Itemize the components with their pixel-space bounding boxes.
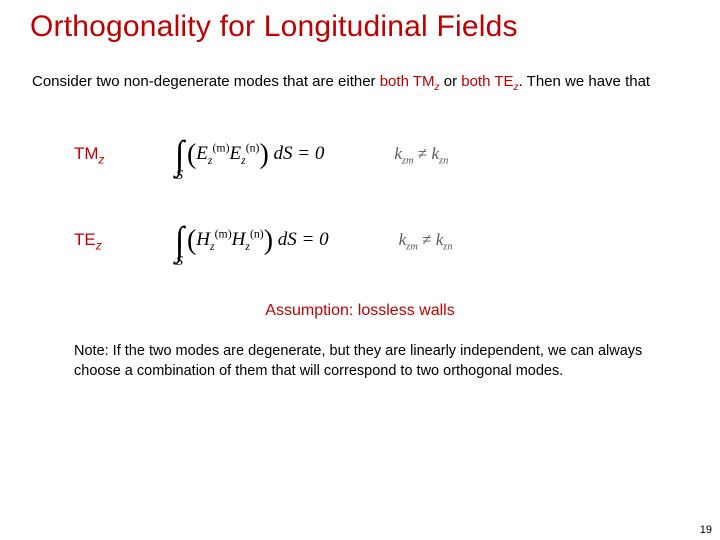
page-number: 19 — [700, 524, 712, 536]
te-lparen: ( — [187, 225, 196, 256]
te-row: TEz ∫ S (Hz(m)Hz(n)) dS = 0 kzm ≠ kzn — [30, 216, 690, 266]
tm-row: TMz ∫ S (Ez(m)Ez(n)) dS = 0 kzm ≠ kzn — [30, 130, 690, 180]
te-n: (n) — [250, 228, 264, 241]
tm-rparen: ) — [259, 139, 268, 170]
te-ne: ≠ — [418, 230, 436, 249]
intro-both-te: both TE — [461, 73, 513, 90]
tm-n: (n) — [246, 142, 260, 155]
te-label-text: TE — [74, 230, 96, 249]
tm-k2: k — [431, 144, 439, 163]
tm-E2: E — [230, 143, 242, 164]
tm-condition: kzm ≠ kzn — [394, 144, 448, 166]
tm-s2: zn — [439, 155, 448, 166]
tm-dS: dS = 0 — [269, 143, 325, 164]
te-H1: H — [196, 229, 210, 250]
slide: Orthogonality for Longitudinal Fields Co… — [0, 0, 720, 540]
tm-label: TMz — [74, 144, 134, 166]
te-s1: zm — [406, 241, 418, 252]
tm-s1: zm — [402, 155, 414, 166]
tm-integral: ∫ S (Ez(m)Ez(n)) dS = 0 — [174, 130, 324, 180]
te-label-z: z — [96, 238, 102, 252]
tm-Ez2: z — [241, 154, 246, 167]
te-Hz2: z — [245, 240, 250, 253]
tm-m: (m) — [213, 142, 230, 155]
intro-period: . Then we have that — [519, 73, 650, 90]
te-integrand: (Hz(m)Hz(n)) dS = 0 — [187, 225, 329, 257]
intro-text: Consider two non-degenerate modes that a… — [30, 72, 690, 94]
tm-int-domain: S — [176, 168, 183, 184]
te-H2: H — [232, 229, 246, 250]
tm-Ez1: z — [208, 154, 213, 167]
te-s2: zn — [443, 241, 452, 252]
te-integral: ∫ S (Hz(m)Hz(n)) dS = 0 — [174, 216, 329, 266]
te-dS: dS = 0 — [273, 229, 329, 250]
tm-E1: E — [196, 143, 208, 164]
note-text: Note: If the two modes are degenerate, b… — [30, 342, 690, 381]
te-int-domain: S — [176, 254, 183, 270]
te-condition: kzm ≠ kzn — [399, 230, 453, 252]
te-m: (m) — [215, 228, 232, 241]
slide-title: Orthogonality for Longitudinal Fields — [30, 10, 690, 44]
tm-lparen: ( — [187, 139, 196, 170]
te-k1: k — [399, 230, 407, 249]
tm-ne: ≠ — [414, 144, 432, 163]
te-Hz1: z — [210, 240, 215, 253]
intro-both-tm: both TM — [380, 73, 435, 90]
tm-label-z: z — [99, 152, 105, 166]
tm-integrand: (Ez(m)Ez(n)) dS = 0 — [187, 139, 324, 171]
intro-part1: Consider two non-degenerate modes that a… — [32, 73, 380, 90]
assumption-text: Assumption: lossless walls — [30, 302, 690, 320]
tm-k1: k — [394, 144, 402, 163]
intro-or: or — [440, 73, 462, 90]
tm-label-text: TM — [74, 144, 99, 163]
te-label: TEz — [74, 230, 134, 252]
te-rparen: ) — [264, 225, 273, 256]
